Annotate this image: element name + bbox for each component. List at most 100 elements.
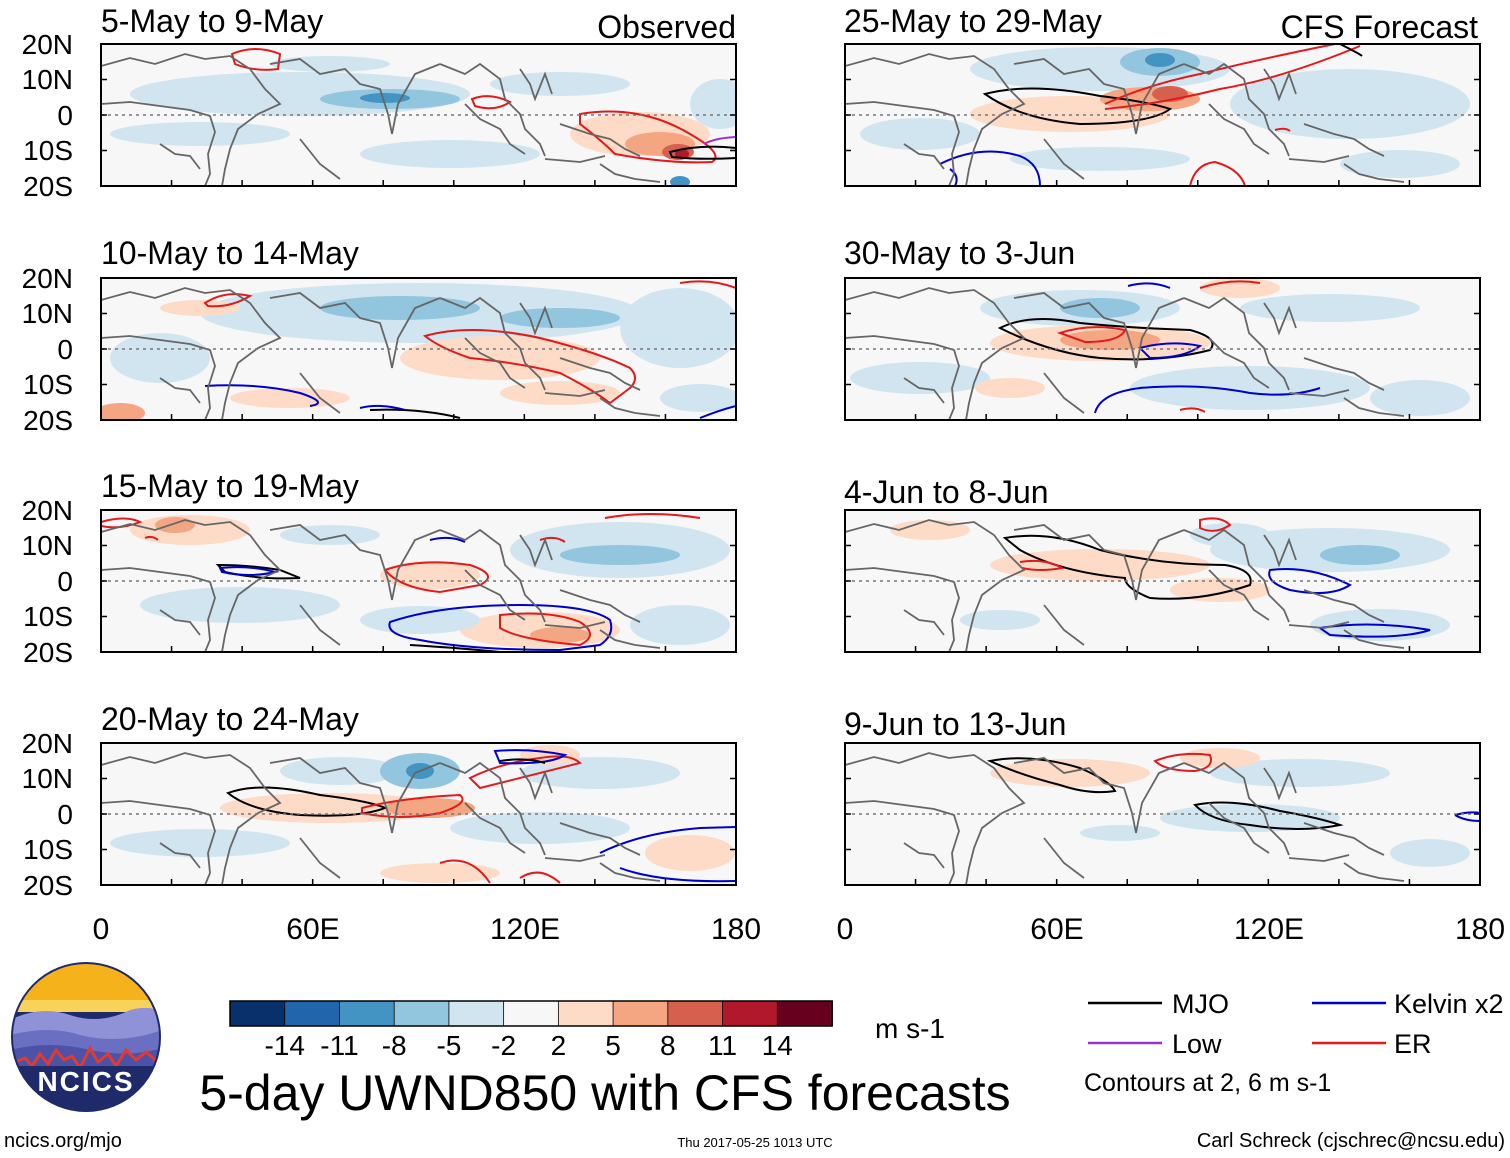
lat-tick-label: 20S bbox=[23, 171, 73, 202]
colorbar-level-label: -11 bbox=[320, 1030, 358, 1061]
panel-p2: 10-May to 14-May bbox=[100, 235, 737, 421]
panel-period-title: 4-Jun to 8-Jun bbox=[844, 474, 1049, 510]
lat-tick-label: 20N bbox=[22, 728, 73, 759]
panel-p3: 15-May to 19-May bbox=[100, 468, 737, 653]
panel-map bbox=[100, 509, 737, 653]
lat-tick-label: 10N bbox=[22, 530, 73, 561]
legend-label: Kelvin x2 bbox=[1394, 989, 1504, 1019]
panel-map bbox=[844, 509, 1481, 653]
lat-tick-label: 0 bbox=[57, 100, 73, 131]
panel-map bbox=[844, 43, 1481, 187]
colorbar-level-label: 8 bbox=[660, 1030, 676, 1061]
panel-p4: 20-May to 24-May bbox=[100, 701, 737, 886]
colorbar-swatch bbox=[776, 1000, 833, 1027]
continent-outlines bbox=[845, 53, 1405, 186]
colorbar-level-label: -14 bbox=[264, 1030, 304, 1061]
colorbar-swatch bbox=[557, 1000, 614, 1027]
lat-tick-label: 20N bbox=[22, 263, 73, 294]
footer-site-link[interactable]: ncics.org/mjo bbox=[4, 1130, 122, 1152]
panel-period-title: 9-Jun to 13-Jun bbox=[844, 706, 1066, 742]
continent-outlines bbox=[845, 287, 1405, 420]
lat-tick-label: 0 bbox=[57, 566, 73, 597]
legend-item-er: ER bbox=[1312, 1029, 1432, 1059]
lon-tick-label: 0 bbox=[93, 913, 110, 946]
colorbar: -14 -11 -8 -5 -2 2 5 8 11 14 m s-1 bbox=[229, 1000, 945, 1061]
colorbar-swatch bbox=[612, 1000, 669, 1027]
continent-outlines bbox=[101, 53, 661, 186]
wave-contours bbox=[939, 44, 1363, 186]
lat-tick-label: 20S bbox=[23, 405, 73, 436]
lon-tick-label: 180 bbox=[711, 913, 761, 946]
colorbar-swatch bbox=[667, 1000, 724, 1027]
continent-outlines bbox=[845, 752, 1405, 885]
lat-tick-label: 20N bbox=[22, 495, 73, 526]
panel-period-title: 25-May to 29-May bbox=[844, 3, 1102, 39]
colorbar-level-label: -2 bbox=[491, 1030, 516, 1061]
panel-period-title: 30-May to 3-Jun bbox=[844, 235, 1075, 271]
wind-anomaly-field bbox=[101, 278, 736, 420]
lat-tick-label: 20S bbox=[23, 637, 73, 668]
panel-corner-label: CFS Forecast bbox=[1281, 9, 1478, 45]
colorbar-level-label: -8 bbox=[382, 1030, 407, 1061]
lat-tick-label: 10S bbox=[23, 369, 73, 400]
wave-contours bbox=[1002, 517, 1431, 638]
wind-anomaly-field bbox=[845, 44, 1480, 186]
panel-p1: 5-May to 9-May Observed bbox=[100, 3, 737, 187]
lat-tick-label: 0 bbox=[57, 334, 73, 365]
colorbar-swatch bbox=[503, 1000, 560, 1027]
lat-tick-labels: 20N 10N 0 10S 20S 20N 10N 0 10S 20S 20N … bbox=[22, 29, 73, 901]
lon-tick-label: 60E bbox=[1030, 913, 1083, 946]
legend-label: ER bbox=[1394, 1029, 1432, 1059]
colorbar-level-label: -5 bbox=[436, 1030, 461, 1061]
panel-period-title: 20-May to 24-May bbox=[101, 701, 359, 737]
lon-tick-label: 60E bbox=[286, 913, 339, 946]
colorbar-swatch bbox=[229, 1000, 286, 1027]
panel-map bbox=[844, 742, 1481, 886]
lat-tick-label: 10S bbox=[23, 834, 73, 865]
continent-outlines bbox=[101, 519, 661, 652]
panel-corner-label: Observed bbox=[597, 9, 736, 45]
colorbar-level-label: 14 bbox=[762, 1030, 793, 1061]
wave-contours bbox=[230, 48, 736, 164]
footer-credit: Carl Schreck (cjschrec@ncsu.edu) bbox=[1197, 1130, 1505, 1152]
lat-tick-label: 10N bbox=[22, 763, 73, 794]
colorbar-swatch bbox=[448, 1000, 505, 1027]
colorbar-units: m s-1 bbox=[875, 1013, 945, 1044]
lon-tick-label: 180 bbox=[1455, 913, 1505, 946]
panel-p7: 4-Jun to 8-Jun bbox=[844, 474, 1481, 653]
legend-item-kelvin: Kelvin x2 bbox=[1312, 989, 1504, 1019]
lon-tick-labels: 0 60E 120E 180 0 60E 120E 180 bbox=[93, 913, 1505, 946]
lat-tick-label: 10N bbox=[22, 64, 73, 95]
lat-tick-label: 0 bbox=[57, 799, 73, 830]
lat-tick-label: 10S bbox=[23, 135, 73, 166]
panel-map bbox=[100, 742, 737, 886]
colorbar-level-label: 5 bbox=[605, 1030, 621, 1061]
ncics-logo: NCICS bbox=[11, 962, 161, 1112]
lon-tick-label: 120E bbox=[490, 913, 560, 946]
panel-p6: 30-May to 3-Jun bbox=[844, 235, 1481, 421]
panel-p5: 25-May to 29-May CFS Forecast bbox=[844, 3, 1481, 187]
colorbar-swatch bbox=[722, 1000, 779, 1027]
colorbar-swatch bbox=[393, 1000, 450, 1027]
colorbar-swatch bbox=[284, 1000, 341, 1027]
legend-note: Contours at 2, 6 m s-1 bbox=[1084, 1069, 1331, 1097]
colorbar-swatch bbox=[339, 1000, 396, 1027]
lat-tick-label: 20N bbox=[22, 29, 73, 60]
panel-period-title: 10-May to 14-May bbox=[101, 235, 359, 271]
logo-text: NCICS bbox=[37, 1066, 134, 1097]
footer-timestamp: Thu 2017-05-25 1013 UTC bbox=[677, 1135, 832, 1150]
continent-outlines bbox=[101, 287, 661, 420]
panel-map bbox=[844, 277, 1481, 421]
figure-title: 5-day UWND850 with CFS forecasts bbox=[199, 1065, 1010, 1121]
wave-contours bbox=[226, 749, 736, 884]
legend-label: MJO bbox=[1172, 989, 1229, 1019]
lon-tick-label: 0 bbox=[837, 913, 854, 946]
lat-tick-label: 10S bbox=[23, 601, 73, 632]
legend-item-mjo: MJO bbox=[1088, 989, 1229, 1019]
panel-p8: 9-Jun to 13-Jun bbox=[844, 706, 1481, 886]
colorbar-level-label: 11 bbox=[708, 1030, 737, 1061]
legend-item-low: Low bbox=[1088, 1029, 1222, 1059]
continent-outlines bbox=[101, 752, 661, 885]
